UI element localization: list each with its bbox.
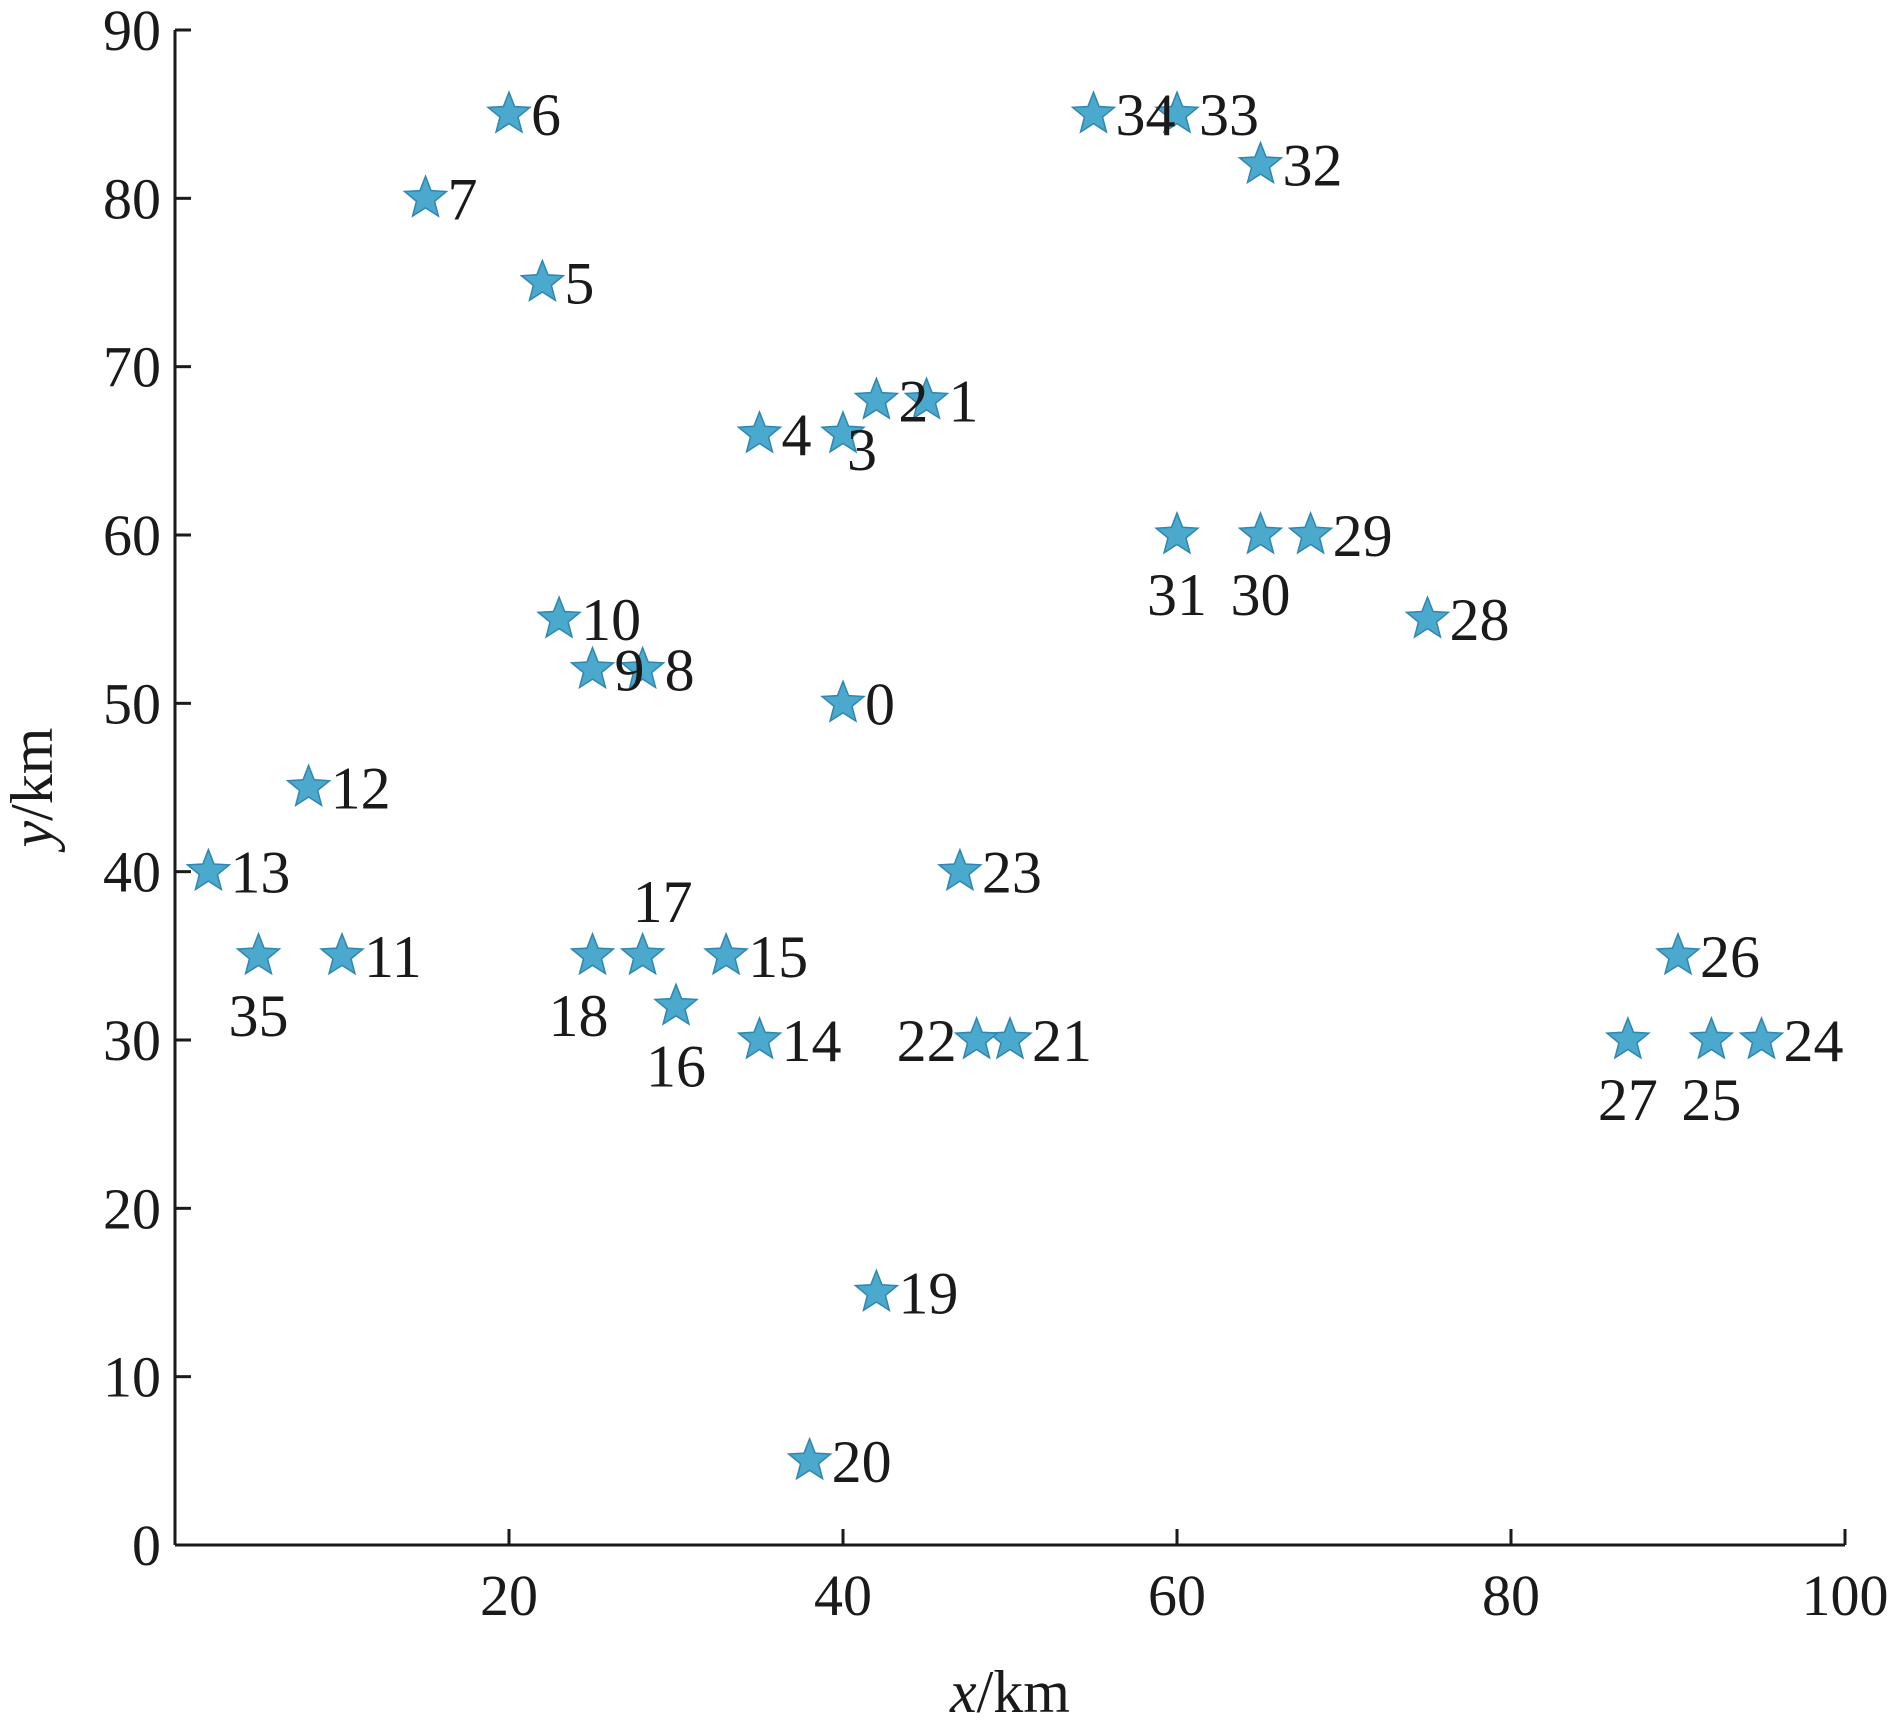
point-label: 35 [229, 983, 289, 1049]
point-marker-star [1154, 90, 1200, 134]
y-tick-label: 50 [103, 671, 161, 736]
point-marker-star [1655, 931, 1701, 976]
point-marker-star [820, 409, 866, 454]
x-tick-label: 100 [1802, 1563, 1889, 1628]
point-label: 21 [1032, 1008, 1092, 1074]
point-marker-star [235, 931, 282, 976]
point-label: 7 [448, 166, 478, 232]
point-marker-star [1738, 1015, 1785, 1060]
y-tick-label: 20 [103, 1176, 161, 1241]
axes [173, 30, 1845, 1547]
point-label: 17 [633, 869, 693, 935]
point-marker-star [536, 595, 582, 639]
point-label: 18 [549, 983, 609, 1049]
point-marker-star [486, 90, 532, 134]
point-marker-star [569, 645, 616, 690]
y-axis-title: y/km [0, 728, 65, 854]
point-label: 30 [1231, 562, 1291, 628]
point-label: 34 [1116, 82, 1176, 148]
point-marker-star [703, 931, 749, 976]
point-marker-star [185, 847, 232, 892]
point-marker-star [786, 1436, 833, 1481]
point-marker-star [1237, 140, 1284, 185]
point-label: 14 [782, 1008, 842, 1074]
point-label: 1 [949, 368, 979, 434]
y-tick-label: 10 [103, 1345, 161, 1410]
x-axis-unit: /km [977, 1659, 1070, 1722]
point-label: 27 [1598, 1067, 1658, 1133]
point-label: 12 [331, 756, 391, 822]
point-label: 16 [646, 1033, 706, 1099]
y-tick-label: 80 [103, 166, 161, 231]
y-tick-label: 70 [103, 335, 161, 400]
y-tick-label: 0 [132, 1513, 161, 1578]
point-label: 20 [832, 1429, 892, 1495]
point-marker-star [285, 763, 332, 807]
point-marker-star [519, 258, 566, 302]
y-axis-var: y [0, 820, 65, 853]
point-label: 22 [897, 1008, 957, 1074]
point-marker-star [1688, 1015, 1735, 1060]
point-marker-star [853, 1268, 900, 1312]
point-marker-star [653, 982, 699, 1026]
point-label: 8 [665, 638, 695, 704]
data-points: 0123456789101112131415161718192021222324… [185, 82, 1844, 1495]
point-marker-star [853, 376, 900, 420]
x-tick-label: 60 [1148, 1563, 1206, 1628]
point-label: 6 [531, 82, 561, 148]
point-marker-star [736, 1015, 783, 1060]
point-label: 33 [1199, 82, 1259, 148]
point-label: 31 [1147, 562, 1207, 628]
point-label: 25 [1681, 1067, 1741, 1133]
point-label: 28 [1450, 587, 1510, 653]
point-label: 26 [1700, 924, 1760, 990]
point-marker-star [1287, 510, 1334, 555]
point-label: 4 [782, 402, 812, 468]
point-marker-star [569, 931, 616, 976]
point-label: 15 [748, 924, 808, 990]
y-tick-label: 30 [103, 1008, 161, 1073]
point-label: 10 [581, 587, 641, 653]
point-label: 3 [847, 417, 877, 483]
y-tick-label: 40 [103, 840, 161, 905]
point-marker-star [1070, 90, 1117, 134]
point-label: 0 [865, 671, 895, 737]
point-label: 2 [898, 368, 928, 434]
point-label: 9 [615, 638, 645, 704]
point-label: 13 [230, 840, 290, 906]
x-axis-title: x/km [949, 1659, 1070, 1722]
y-tick-label: 60 [103, 503, 161, 568]
point-marker-star [937, 847, 983, 892]
point-marker-star [1404, 595, 1451, 639]
point-marker-star [1154, 510, 1200, 555]
x-tick-label: 40 [814, 1563, 872, 1628]
point-marker-star [619, 931, 666, 976]
point-marker-star [1237, 510, 1284, 555]
point-marker-star [987, 1015, 1033, 1060]
point-label: 23 [982, 840, 1042, 906]
y-tick-label: 90 [103, 0, 161, 63]
point-marker-star [619, 645, 666, 690]
point-marker-star [953, 1015, 1000, 1060]
point-marker-star [736, 409, 783, 454]
point-label: 5 [564, 251, 594, 317]
x-axis-ticks: 20 40 60 80 100 [480, 1529, 1889, 1628]
point-label: 19 [898, 1261, 958, 1327]
point-marker-star [903, 376, 950, 420]
point-label: 29 [1333, 503, 1393, 569]
y-axis-unit: /km [0, 728, 65, 821]
x-tick-label: 20 [480, 1563, 538, 1628]
x-axis-var: x [949, 1659, 977, 1722]
point-label: 32 [1283, 133, 1343, 199]
y-axis-ticks: 0 10 20 30 40 50 60 70 80 90 [103, 0, 191, 1578]
point-marker-star [820, 679, 866, 723]
point-marker-star [402, 174, 449, 218]
x-tick-label: 80 [1482, 1563, 1540, 1628]
point-label: 24 [1784, 1008, 1844, 1074]
point-label: 11 [364, 924, 422, 990]
point-marker-star [1605, 1015, 1651, 1060]
point-marker-star [319, 931, 365, 976]
